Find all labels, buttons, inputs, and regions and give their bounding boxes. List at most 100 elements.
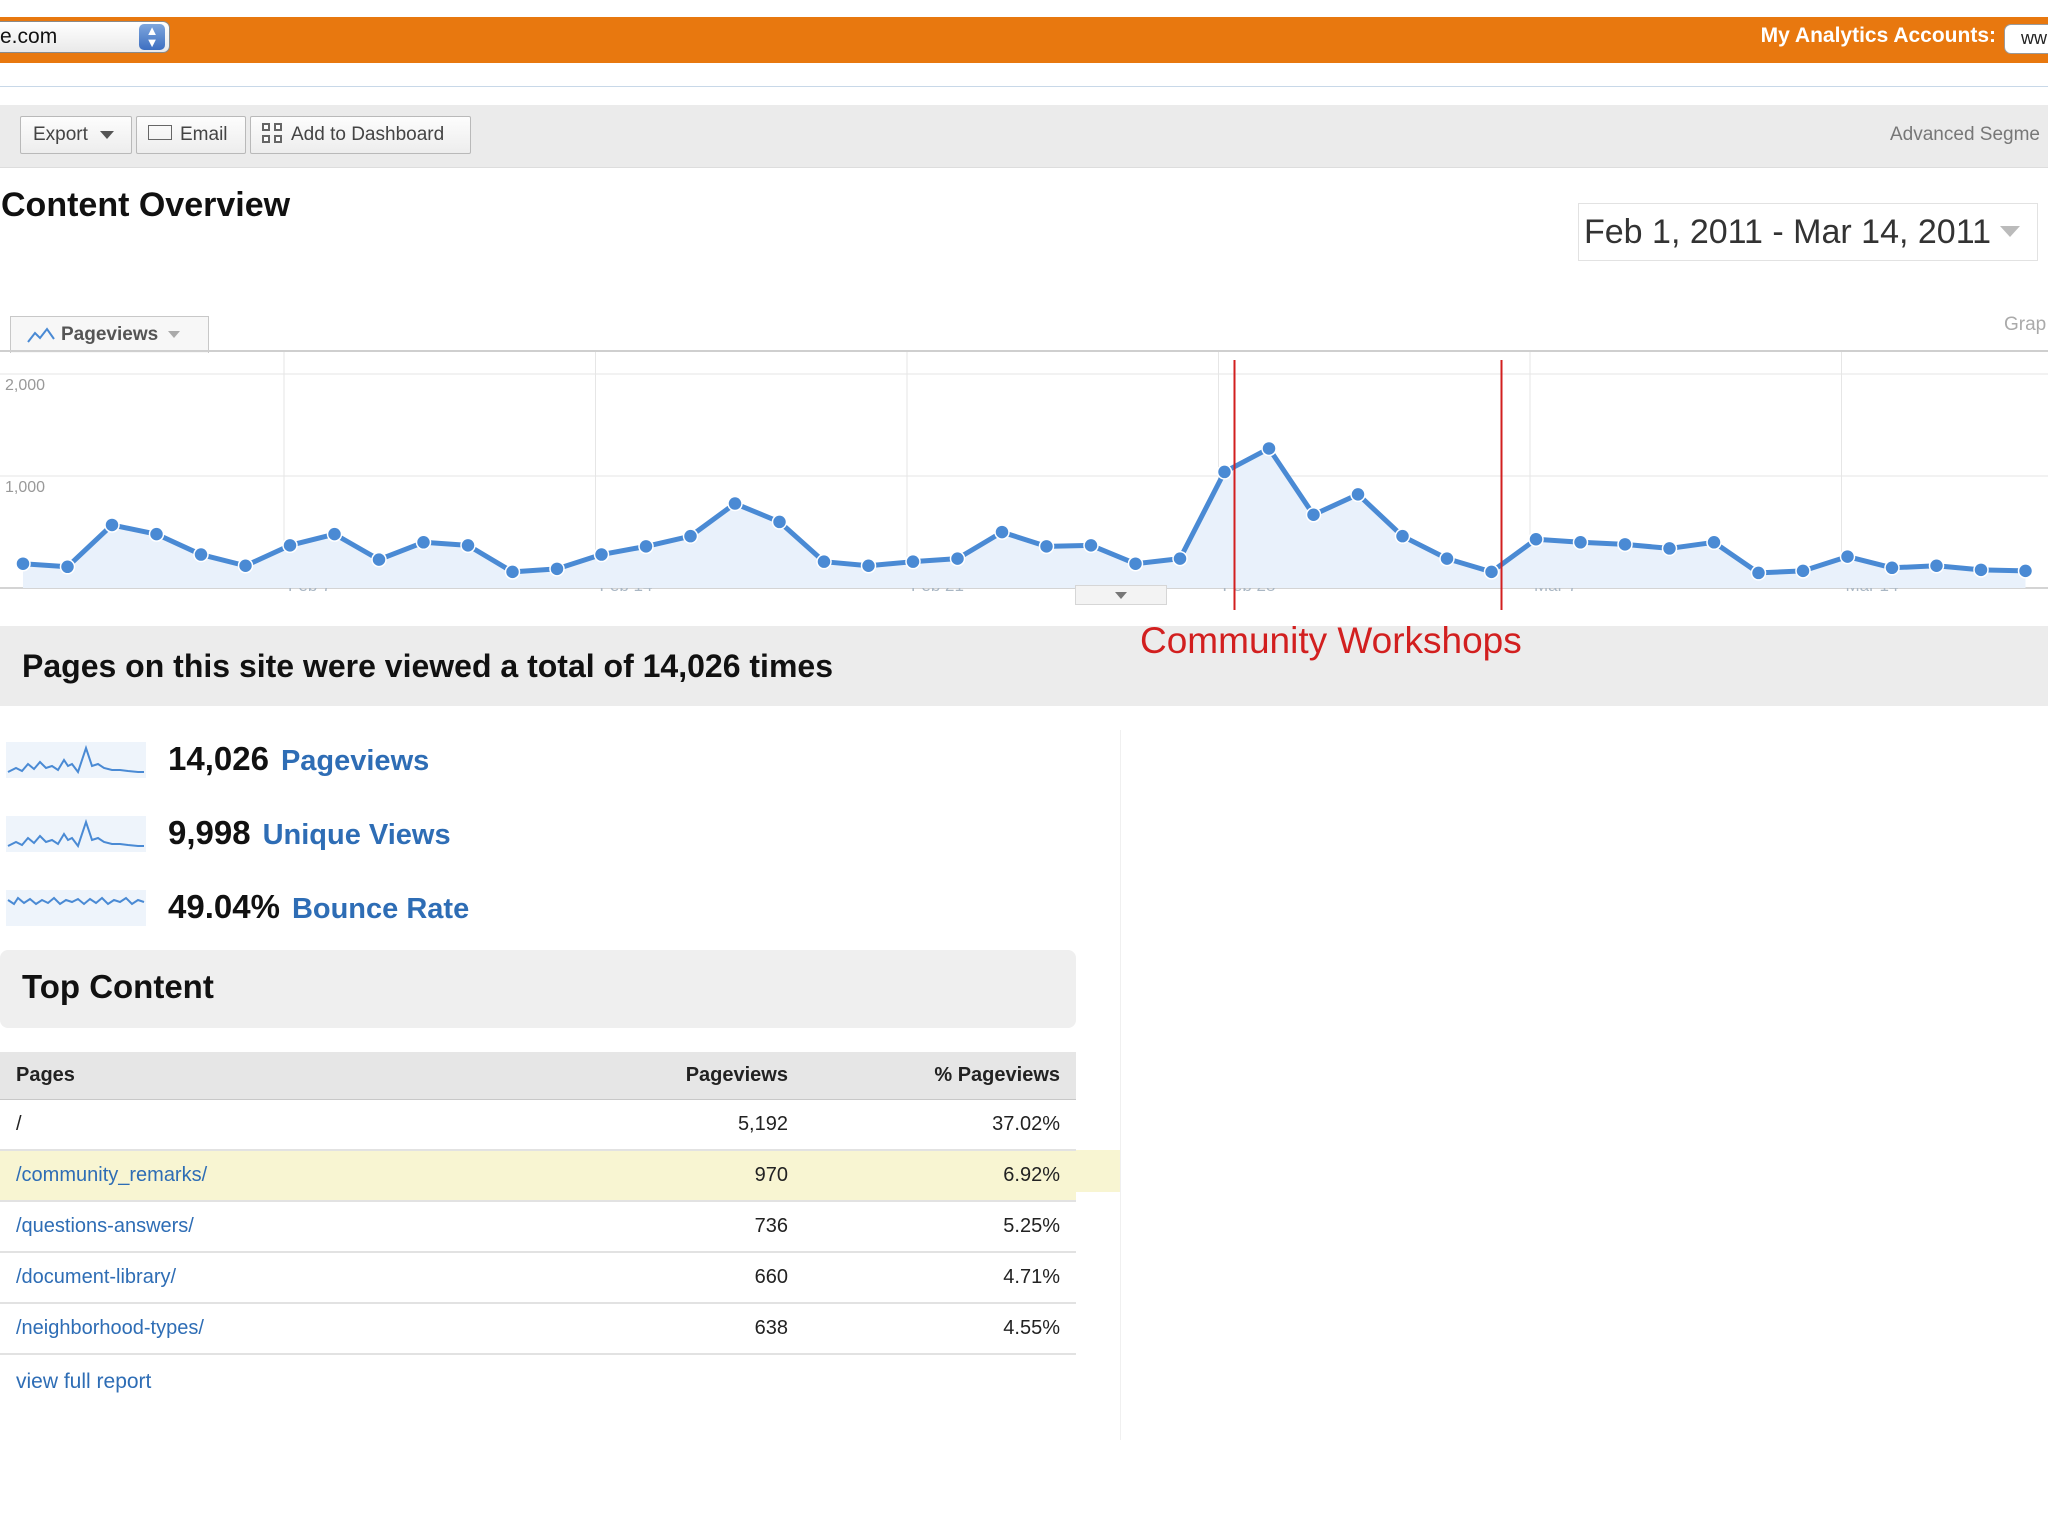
page-link[interactable]: /document-library/: [0, 1252, 492, 1304]
site-select[interactable]: e.com ▲ ▼: [0, 21, 170, 53]
chart-point: [2017, 563, 2034, 579]
chart-point: [593, 546, 610, 563]
chart-points: [15, 440, 2034, 581]
chart-point: [1305, 507, 1322, 523]
envelope-icon: [148, 125, 172, 141]
metric-unique-views-value: 9,998: [168, 814, 251, 851]
chart-point: [1706, 534, 1722, 551]
chart-point: [1127, 555, 1144, 572]
summary-band: [0, 626, 2048, 706]
metric-pageviews-link[interactable]: Pageviews: [280, 745, 430, 777]
chart-point: [1528, 531, 1544, 547]
annotation-label: Community Workshops: [1140, 620, 1522, 661]
page-link[interactable]: /questions-answers/: [0, 1201, 492, 1253]
chart-series-line: [22, 445, 2026, 576]
chevron-down-icon: [168, 331, 181, 339]
top-content-table: Pages Pageviews % Pageviews / 5,192 37.0…: [0, 1052, 1076, 1355]
advanced-segments-link[interactable]: Advanced Segme: [1890, 124, 2040, 145]
chart-point: [1795, 563, 1811, 579]
chart-point: [1350, 486, 1366, 503]
chart-point: [1439, 550, 1455, 567]
chart-point: [682, 528, 699, 544]
chart-area-fill: [23, 448, 2026, 588]
table-header-row: Pages Pageviews % Pageviews: [0, 1052, 1076, 1100]
chart-point: [1216, 464, 1233, 480]
chart-point: [415, 534, 432, 551]
chevron-down-icon[interactable]: [2000, 226, 2020, 237]
accounts-label: My Analytics Accounts:: [1760, 24, 1996, 47]
table-row: /neighborhood-types/ 638 4.55%: [0, 1303, 1076, 1355]
chart-point: [1750, 565, 1767, 581]
pct-pageviews-cell: 6.92%: [804, 1150, 1076, 1202]
select-arrows-icon: ▲ ▼: [139, 24, 165, 50]
chart-point: [905, 553, 921, 570]
chart-point: [1083, 537, 1099, 554]
chart-annotation-lines: [1233, 360, 1503, 610]
y-tick-label: 2,000: [5, 377, 45, 394]
pct-pageviews-cell: 37.02%: [804, 1099, 1076, 1151]
pct-pageviews-cell: 5.25%: [804, 1201, 1076, 1253]
chart-point: [994, 524, 1010, 540]
metric-bounce-rate-value: 49.04%: [168, 888, 280, 925]
column-header-pageviews[interactable]: Pageviews: [492, 1052, 804, 1100]
graph-by-label[interactable]: Grap: [2004, 314, 2047, 335]
site-select-value: e.com: [0, 25, 58, 48]
view-full-report-link[interactable]: view full report: [16, 1370, 152, 1393]
add-to-dashboard-label: Add to Dashboard: [291, 124, 445, 145]
chart-point: [771, 514, 788, 530]
chart-point: [282, 537, 298, 554]
page-title: Content Overview: [1, 186, 291, 224]
email-button[interactable]: Email: [136, 116, 246, 154]
top-content-header: [0, 950, 1076, 1028]
chart-point: [727, 495, 743, 512]
chart-point: [816, 553, 832, 570]
chart-top-border: [0, 350, 2048, 352]
column-header-pages[interactable]: Pages: [0, 1052, 492, 1100]
pageviews-cell: 638: [492, 1303, 804, 1355]
table-row: /community_remarks/ 970 6.92%: [0, 1150, 1076, 1202]
chart-point: [1172, 550, 1188, 567]
date-range-picker[interactable]: Feb 1, 2011 - Mar 14, 2011: [1578, 203, 2038, 261]
chart-point: [1661, 540, 1678, 557]
pageviews-cell: 660: [492, 1252, 804, 1304]
add-to-dashboard-button[interactable]: Add to Dashboard: [250, 116, 471, 154]
chart-point: [237, 558, 254, 574]
pct-pageviews-cell: 4.55%: [804, 1303, 1076, 1355]
chart-point: [1261, 440, 1277, 457]
summary-headline: Pages on this site were viewed a total o…: [22, 648, 833, 684]
pageviews-sparkline: [6, 742, 146, 778]
page-link[interactable]: /neighborhood-types/: [0, 1303, 492, 1355]
chart-point: [1038, 538, 1055, 555]
chart-point: [1884, 560, 1900, 576]
export-label: Export: [33, 124, 88, 145]
y-tick-label: 1,000: [5, 479, 45, 496]
page-cell: /: [0, 1099, 492, 1151]
page-link[interactable]: /community_remarks/: [0, 1150, 492, 1202]
metric-selector-tab[interactable]: Pageviews: [10, 316, 209, 353]
unique-views-sparkline: [6, 816, 146, 852]
accounts-select[interactable]: ww: [2004, 24, 2048, 54]
chart-point: [371, 551, 387, 568]
table-row: / 5,192 37.02%: [0, 1099, 1076, 1151]
accounts-select-value: ww: [2021, 28, 2047, 48]
chart-point: [549, 561, 565, 577]
chart-point: [193, 546, 209, 563]
chart-collapse-handle[interactable]: [1075, 585, 1167, 605]
chart-point: [148, 526, 165, 542]
divider: [0, 86, 2048, 87]
chart-point: [949, 550, 966, 567]
chart-point: [1928, 558, 1945, 574]
metric-unique-views-link[interactable]: Unique Views: [262, 819, 451, 851]
column-divider: [1120, 730, 1121, 1440]
column-header-pct-pageviews[interactable]: % Pageviews: [804, 1052, 1076, 1100]
export-button[interactable]: Export: [20, 116, 132, 154]
chart-point: [1973, 562, 1989, 578]
top-content-title: Top Content: [22, 968, 214, 1005]
table-row: /questions-answers/ 736 5.25%: [0, 1201, 1076, 1253]
metric-bounce-rate-link[interactable]: Bounce Rate: [291, 893, 470, 925]
date-range-value: Feb 1, 2011 - Mar 14, 2011: [1584, 213, 1991, 251]
metric-selector-label: Pageviews: [61, 324, 159, 345]
line-chart-icon: [27, 327, 55, 343]
chart-point: [1483, 564, 1500, 580]
